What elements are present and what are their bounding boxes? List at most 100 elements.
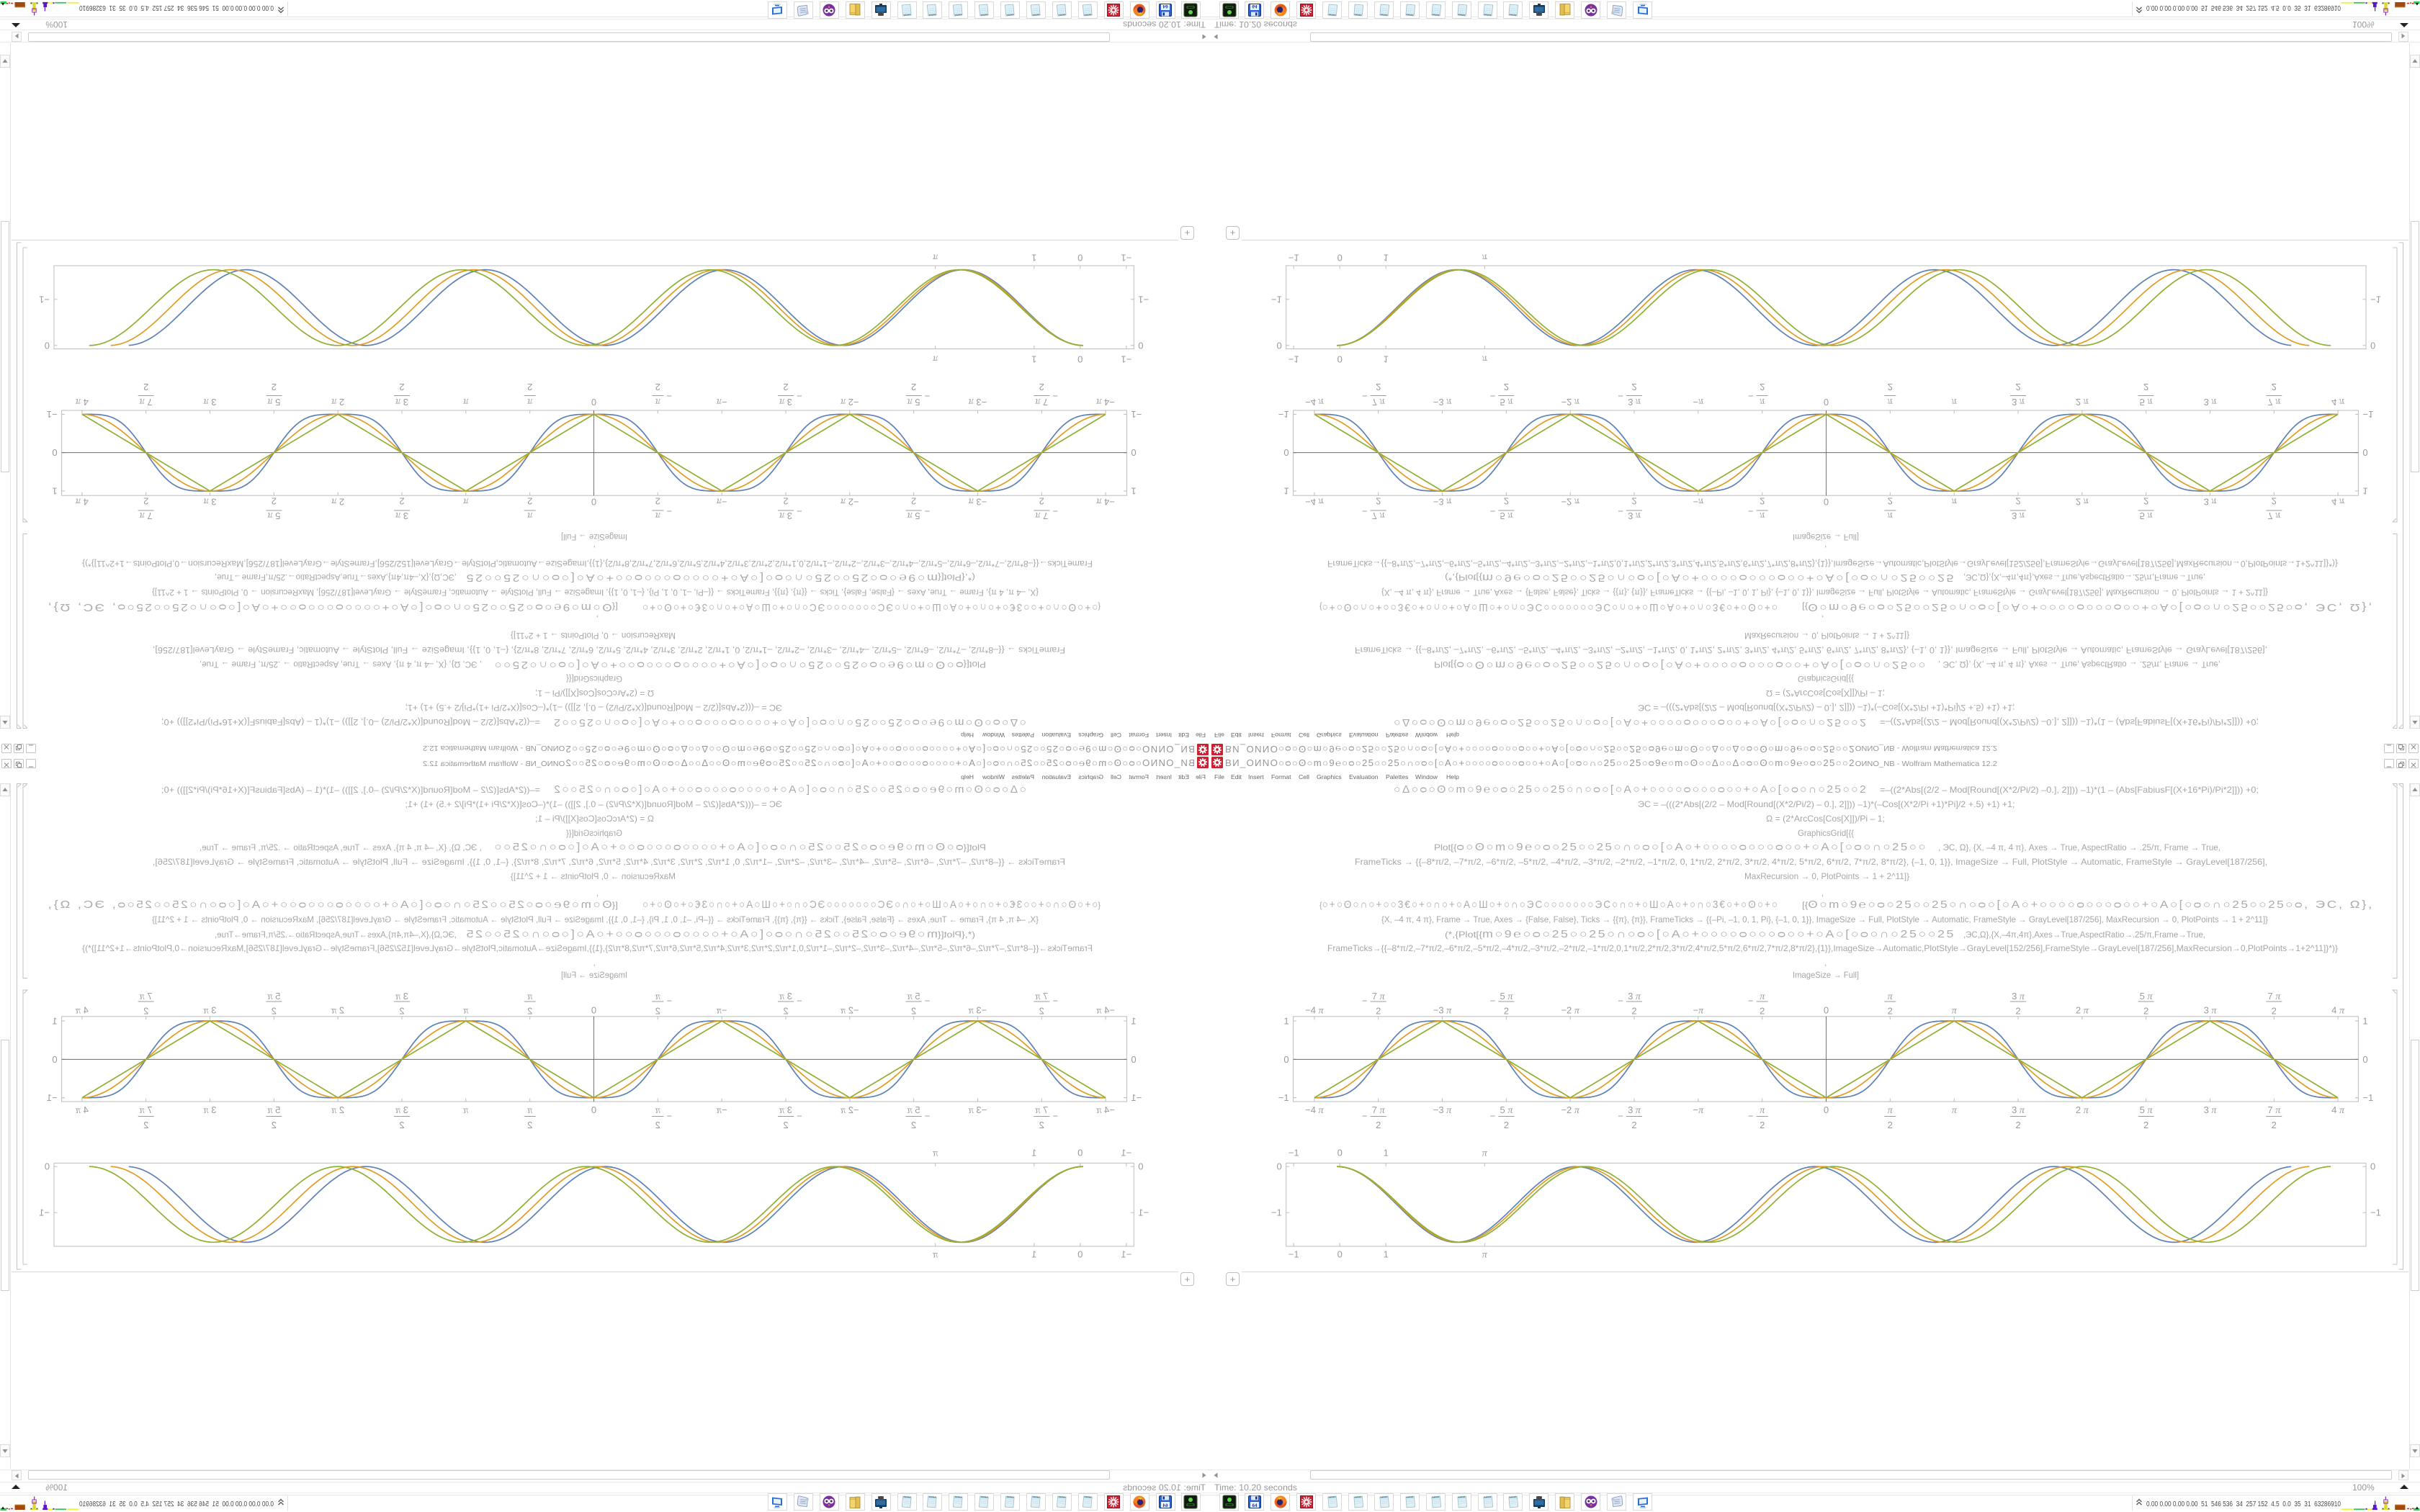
svg-text:4 π: 4 π [75, 396, 89, 408]
svg-text:π: π [1952, 396, 1958, 407]
svg-text:4 π: 4 π [75, 496, 89, 508]
svg-text:−: − [1748, 391, 1754, 402]
svg-text:−1: −1 [1121, 1148, 1131, 1158]
svg-text:2: 2 [1039, 496, 1044, 507]
svg-text:2: 2 [1760, 496, 1765, 507]
svg-text:1: 1 [1031, 1249, 1036, 1260]
svg-text:2: 2 [527, 496, 532, 507]
svg-text:−2 π: −2 π [840, 496, 859, 508]
svg-text:−: − [667, 1111, 673, 1122]
svg-text:π: π [932, 1250, 938, 1261]
svg-text:2: 2 [143, 496, 148, 507]
svg-text:2: 2 [1760, 1006, 1765, 1017]
svg-text:−: − [1362, 506, 1368, 517]
svg-text:2: 2 [2015, 382, 2020, 392]
svg-text:7 π: 7 π [1372, 396, 1386, 408]
svg-text:1: 1 [1384, 354, 1389, 365]
svg-text:5 π: 5 π [2140, 396, 2154, 408]
svg-text:−2 π: −2 π [1561, 1104, 1579, 1116]
svg-text:2: 2 [1888, 1006, 1893, 1017]
svg-text:2: 2 [911, 382, 916, 392]
svg-text:2: 2 [272, 1006, 277, 1017]
svg-text:π: π [526, 991, 532, 1002]
svg-text:−2 π: −2 π [840, 396, 859, 408]
svg-text:3 π: 3 π [779, 991, 792, 1002]
svg-text:7 π: 7 π [2267, 396, 2281, 408]
svg-text:2 π: 2 π [331, 396, 344, 408]
svg-text:−: − [667, 391, 673, 402]
svg-text:0: 0 [45, 340, 50, 351]
svg-text:−4 π: −4 π [1095, 496, 1114, 508]
svg-text:−: − [1748, 506, 1754, 517]
svg-text:π: π [1482, 1250, 1488, 1261]
svg-text:7 π: 7 π [1034, 510, 1048, 521]
svg-text:3 π: 3 π [1628, 1104, 1641, 1116]
svg-text:2: 2 [527, 382, 532, 392]
svg-text:3 π: 3 π [2204, 496, 2218, 508]
svg-text:2: 2 [272, 382, 277, 392]
svg-text:3 π: 3 π [779, 1104, 792, 1116]
svg-text:2: 2 [1631, 382, 1636, 392]
svg-text:0: 0 [1077, 1249, 1083, 1260]
svg-text:7 π: 7 π [1372, 510, 1386, 521]
svg-text:0: 0 [1824, 497, 1829, 508]
svg-text:2: 2 [2143, 1120, 2148, 1130]
svg-text:5 π: 5 π [907, 510, 920, 521]
svg-text:−: − [925, 996, 931, 1007]
svg-text:π: π [526, 1105, 532, 1116]
svg-text:2: 2 [143, 1120, 148, 1130]
svg-text:7 π: 7 π [139, 991, 153, 1002]
svg-text:−4 π: −4 π [1305, 1104, 1324, 1116]
svg-text:−: − [797, 506, 802, 517]
svg-text:2: 2 [783, 1006, 788, 1017]
svg-text:3 π: 3 π [1628, 510, 1641, 521]
svg-text:−1: −1 [2362, 1092, 2373, 1103]
svg-text:5 π: 5 π [2140, 510, 2154, 521]
svg-text:1: 1 [2362, 486, 2367, 497]
svg-text:−: − [1490, 1111, 1496, 1122]
svg-text:−1: −1 [2370, 1207, 2381, 1218]
svg-text:7 π: 7 π [2267, 510, 2281, 521]
svg-text:−3 π: −3 π [1433, 396, 1452, 408]
svg-text:−4 π: −4 π [1305, 396, 1324, 408]
svg-text:−1: −1 [39, 294, 50, 305]
svg-text:π: π [1952, 496, 1958, 507]
svg-text:−: − [1362, 996, 1368, 1007]
svg-text:2: 2 [1039, 1006, 1044, 1017]
svg-text:−1: −1 [1121, 354, 1131, 365]
svg-text:0: 0 [52, 447, 57, 458]
svg-text:π: π [655, 991, 660, 1002]
svg-text:−3 π: −3 π [1433, 1104, 1452, 1116]
svg-text:2 π: 2 π [331, 1104, 344, 1116]
svg-text:2: 2 [1039, 1120, 1044, 1130]
svg-text:−π: −π [716, 496, 727, 508]
svg-text:2: 2 [2015, 1006, 2020, 1017]
svg-text:−π: −π [1693, 1005, 1704, 1017]
svg-text:2: 2 [527, 1006, 532, 1017]
svg-text:2: 2 [2015, 496, 2020, 507]
svg-text:0: 0 [1077, 354, 1083, 365]
svg-text:−2 π: −2 π [1561, 496, 1579, 508]
svg-text:π: π [1952, 1105, 1958, 1116]
svg-text:7 π: 7 π [139, 1104, 153, 1116]
svg-text:π: π [526, 510, 532, 521]
svg-text:2: 2 [1376, 382, 1381, 392]
svg-text:2: 2 [527, 1120, 532, 1130]
svg-text:−: − [1490, 996, 1496, 1007]
svg-text:0: 0 [591, 497, 596, 508]
svg-text:2: 2 [143, 1006, 148, 1017]
svg-text:1: 1 [1283, 1016, 1289, 1027]
svg-text:π: π [1888, 396, 1894, 407]
svg-text:0: 0 [1131, 447, 1136, 458]
svg-text:π: π [462, 496, 468, 507]
svg-text:−: − [1618, 1111, 1623, 1122]
svg-text:π: π [655, 510, 660, 521]
svg-text:3 π: 3 π [2012, 1104, 2025, 1116]
svg-text:0: 0 [1824, 1005, 1829, 1016]
svg-text:π: π [1760, 991, 1765, 1002]
svg-text:4 π: 4 π [2331, 396, 2345, 408]
svg-text:1: 1 [1384, 253, 1389, 264]
svg-text:−: − [1053, 506, 1059, 517]
svg-text:−1: −1 [1271, 1207, 1282, 1218]
svg-text:2: 2 [2272, 496, 2277, 507]
